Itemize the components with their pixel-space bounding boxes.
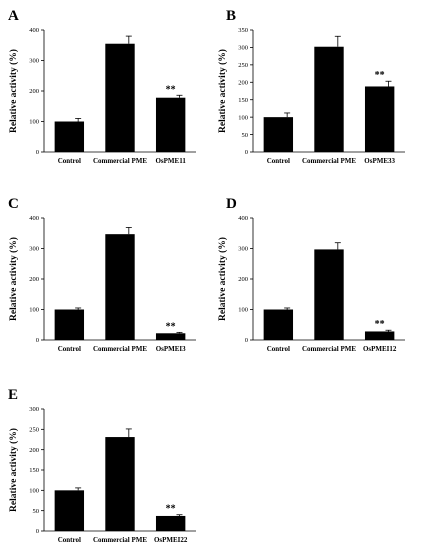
bar-e-1: [54, 490, 85, 531]
bar-b-2: [314, 46, 344, 152]
y-tick-label-c: 400: [29, 215, 39, 222]
significance-marker-d: **: [375, 319, 385, 330]
panel-letter-a: A: [8, 8, 19, 24]
category-label-d-2: Commercial PME: [302, 345, 356, 353]
significance-marker-b: **: [375, 70, 385, 81]
y-tick-label-e: 200: [29, 447, 39, 454]
y-axis-title-a: Relative activity (%): [8, 49, 19, 133]
category-label-e-1: Control: [58, 536, 81, 544]
chart-panel-b: B Relative activity (%) 0 50 100 150 200 250 300…: [217, 8, 405, 165]
y-tick-label-a: 200: [29, 88, 39, 95]
category-label-d-3: OsPMEI12: [363, 345, 397, 353]
y-tick-label-d: 300: [238, 246, 248, 253]
bar-a-3: [155, 97, 186, 152]
y-tick-label-b: 300: [238, 45, 248, 52]
y-tick-label-c: 200: [29, 276, 39, 283]
y-tick-label-e: 100: [29, 488, 39, 495]
bar-c-2: [105, 234, 135, 340]
bar-d-3: [364, 331, 395, 340]
bar-c-3: [155, 333, 186, 340]
bar-a-2: [105, 43, 135, 152]
y-tick-label-d: 100: [238, 307, 248, 314]
category-label-e-3: OsPMEI22: [154, 536, 188, 544]
y-tick-label-b: 150: [238, 97, 248, 104]
y-tick-label-e: 300: [29, 406, 39, 413]
panel-letter-c: C: [8, 196, 19, 212]
bar-b-1: [263, 117, 294, 152]
bar-a-1: [54, 121, 85, 152]
category-label-d-1: Control: [267, 345, 290, 353]
y-tick-label-b: 0: [245, 149, 248, 156]
category-label-b-1: Control: [267, 157, 290, 165]
bar-d-2: [314, 249, 344, 340]
bar-c-1: [54, 309, 85, 340]
y-axis-title-c: Relative activity (%): [8, 237, 19, 321]
y-tick-label-b: 100: [238, 114, 248, 121]
y-tick-label-d: 0: [245, 337, 248, 344]
y-tick-label-a: 100: [29, 119, 39, 126]
significance-marker-c: **: [166, 321, 176, 332]
y-tick-label-a: 300: [29, 58, 39, 65]
panel-letter-d: D: [226, 196, 237, 212]
panel-letter-b: B: [226, 8, 236, 24]
y-tick-label-c: 300: [29, 246, 39, 253]
y-axis-title-b: Relative activity (%): [217, 49, 228, 133]
chart-panel-a: A Relative activity (%) 0 100 200 300 400 Contr…: [8, 8, 196, 165]
bar-b-3: [364, 86, 395, 152]
bar-e-2: [105, 437, 135, 531]
y-tick-label-c: 0: [36, 337, 39, 344]
category-label-c-2: Commercial PME: [93, 345, 147, 353]
y-axis-title-d: Relative activity (%): [217, 237, 228, 321]
y-tick-label-c: 100: [29, 307, 39, 314]
y-tick-label-b: 350: [238, 27, 248, 34]
category-label-c-3: OsPMEI3: [156, 345, 186, 353]
y-tick-label-d: 400: [238, 215, 248, 222]
panel-letter-e: E: [8, 387, 18, 403]
y-tick-label-a: 0: [36, 149, 39, 156]
y-tick-label-e: 50: [33, 508, 40, 515]
category-label-b-2: Commercial PME: [302, 157, 356, 165]
category-label-b-3: OsPME33: [364, 157, 395, 165]
significance-marker-e: **: [166, 504, 176, 515]
category-label-e-2: Commercial PME: [93, 536, 147, 544]
category-label-a-3: OsPME11: [155, 157, 186, 165]
category-label-a-2: Commercial PME: [93, 157, 147, 165]
chart-panel-e: E Relative activity (%) 0 50 100 150 200 250 300…: [8, 387, 196, 544]
chart-panel-c: C Relative activity (%) 0 100 200 300 400 Contr…: [8, 196, 196, 353]
y-tick-label-e: 250: [29, 427, 39, 434]
y-tick-label-d: 200: [238, 276, 248, 283]
y-tick-label-e: 0: [36, 528, 39, 535]
y-tick-label-a: 400: [29, 27, 39, 34]
bar-d-1: [263, 309, 294, 340]
significance-marker-a: **: [166, 84, 176, 95]
y-axis-title-e: Relative activity (%): [8, 428, 19, 512]
category-label-a-1: Control: [58, 157, 81, 165]
category-label-c-1: Control: [58, 345, 81, 353]
chart-panel-d: D Relative activity (%) 0 100 200 300 400 Contr…: [217, 196, 405, 353]
y-tick-label-b: 200: [238, 79, 248, 86]
y-tick-label-b: 250: [238, 62, 248, 69]
y-tick-label-b: 50: [242, 132, 249, 139]
y-tick-label-e: 150: [29, 467, 39, 474]
bar-e-3: [155, 515, 186, 531]
